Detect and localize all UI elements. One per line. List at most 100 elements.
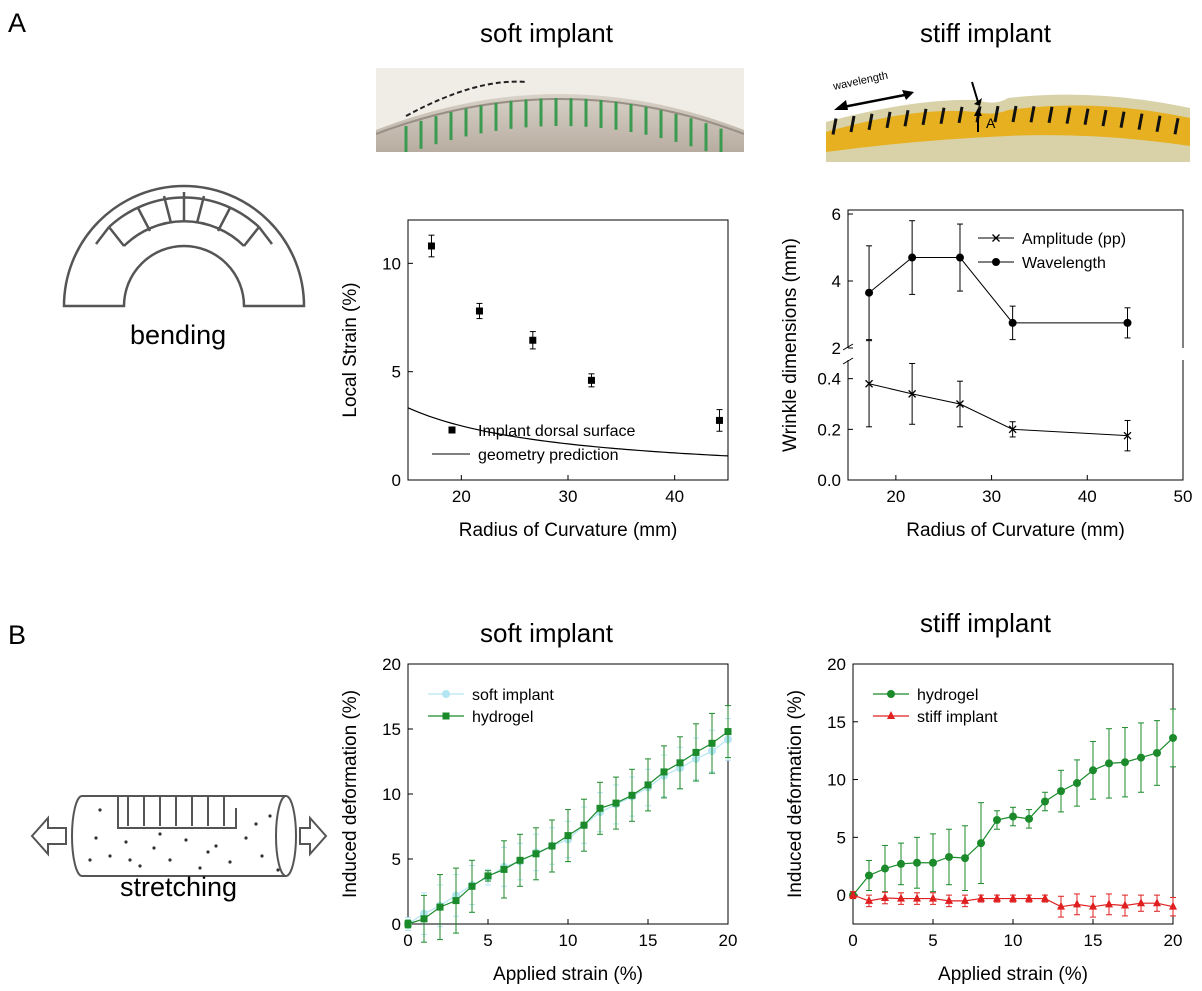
title-a-soft: soft implant [480, 18, 613, 48]
stretch-dot [124, 840, 128, 844]
y-tick-label: 5 [837, 828, 846, 847]
stiff-photo-stripe [1065, 107, 1072, 124]
marker-stroke [956, 400, 964, 408]
legend-label: hydrogel [472, 709, 533, 726]
x-tick-label: 30 [559, 487, 578, 506]
plot-frame-lower [847, 360, 1184, 481]
x-tick-label: 40 [1078, 487, 1097, 506]
stiff-photo-stripe [1101, 109, 1108, 127]
y-tick-label: 0 [392, 915, 401, 934]
stretch-dot [152, 846, 156, 850]
stiff-photo-stripe [1029, 106, 1036, 123]
plot-frame [407, 219, 729, 481]
title-a-stiff: stiff implant [920, 18, 1052, 48]
data-point [1008, 425, 1017, 434]
data-point [1057, 787, 1065, 796]
data-point [1009, 812, 1017, 821]
data-point [404, 920, 412, 928]
data-point [1137, 753, 1145, 762]
data-point [529, 336, 537, 344]
x-tick-label: 10 [1004, 931, 1023, 950]
stretch-dot [88, 858, 92, 862]
legend-marker [887, 711, 895, 719]
data-point [1169, 901, 1177, 910]
data-point [1025, 893, 1033, 902]
y-tick-label: 0 [837, 886, 846, 905]
data-point [956, 400, 964, 408]
stiff-photo-stripe [957, 106, 964, 124]
legend-marker [887, 690, 895, 698]
y-tick-label: 20 [382, 655, 401, 674]
x-axis-label: Applied strain (%) [938, 964, 1088, 985]
marker-stroke [1123, 431, 1132, 440]
data-point [644, 781, 652, 789]
legend-label: Implant dorsal surface [478, 423, 636, 440]
y-tick-label: 10 [827, 771, 846, 790]
stretch-dot [276, 868, 280, 872]
data-point [724, 728, 732, 736]
chart-wrinkle-dimensions: 20 30 40 50 Radius of Curvature (mm) 2 4 6 0.0 0.… [780, 205, 1193, 541]
soft-implant-photo [376, 68, 744, 152]
caption-stretching: stretching [120, 872, 238, 902]
marker-stroke [1008, 425, 1017, 434]
data-point [500, 865, 508, 873]
data-point [929, 858, 937, 867]
data-point [913, 858, 921, 867]
data-point [865, 288, 874, 297]
x-tick-label: 20 [452, 487, 471, 506]
data-point [977, 893, 985, 902]
x-tick-label: 0 [848, 931, 857, 950]
x-tick-label: 30 [982, 487, 1001, 506]
x-tick-label: 15 [639, 931, 658, 950]
y-tick-label: 5 [392, 363, 401, 382]
data-point [929, 893, 937, 902]
data-point [596, 804, 604, 812]
x-tick-label: 20 [1164, 931, 1183, 950]
legend-label: stiff implant [917, 709, 998, 726]
y-tick-label: 6 [832, 205, 841, 224]
data-point [484, 872, 492, 880]
stretch-dot [260, 854, 264, 858]
x-tick-label: 20 [719, 931, 738, 950]
y-tick-label: 10 [382, 254, 401, 273]
data-point [436, 903, 444, 911]
data-point [420, 915, 428, 923]
data-point [1073, 779, 1081, 788]
x-tick-label: 50 [1174, 487, 1193, 506]
data-point [881, 864, 889, 873]
stiff-implant-photo: wavelength A [826, 70, 1190, 162]
x-axis-label: Radius of Curvature (mm) [906, 520, 1125, 541]
legend-label: hydrogel [917, 687, 978, 704]
stretch-dot [254, 822, 258, 826]
y-axis-label: Induced deformation (%) [340, 690, 361, 898]
data-point [532, 850, 540, 858]
data-point [961, 895, 969, 904]
data-point [1153, 898, 1161, 907]
legend-marker [442, 690, 450, 698]
stretch-dot [268, 814, 272, 818]
data-point [475, 307, 483, 315]
x-tick-label: 10 [559, 931, 578, 950]
stretch-dot [138, 864, 142, 868]
data-point [1123, 318, 1132, 327]
data-point [913, 893, 921, 902]
data-point [1041, 893, 1049, 902]
data-point [1121, 758, 1129, 767]
amplitude-label: A [986, 115, 996, 131]
data-point [908, 389, 917, 398]
axis-break-mark [842, 343, 854, 351]
data-point [1121, 900, 1129, 909]
data-point [945, 895, 953, 904]
data-point [516, 856, 524, 864]
legend-marker [992, 258, 1000, 266]
data-point [908, 253, 917, 262]
x-tick-label: 20 [886, 487, 905, 506]
marker-stroke [908, 389, 917, 398]
y-tick-label: 0.2 [817, 420, 841, 439]
data-point [715, 416, 723, 424]
y-tick-label: 0.0 [817, 471, 841, 490]
stiff-photo-stripe [1155, 115, 1162, 133]
chart-local-strain: 20 30 40 Radius of Curvature (mm) 0 5 10 Local … [340, 219, 729, 541]
data-point [865, 895, 873, 904]
stiff-photo-stripe [921, 108, 928, 126]
